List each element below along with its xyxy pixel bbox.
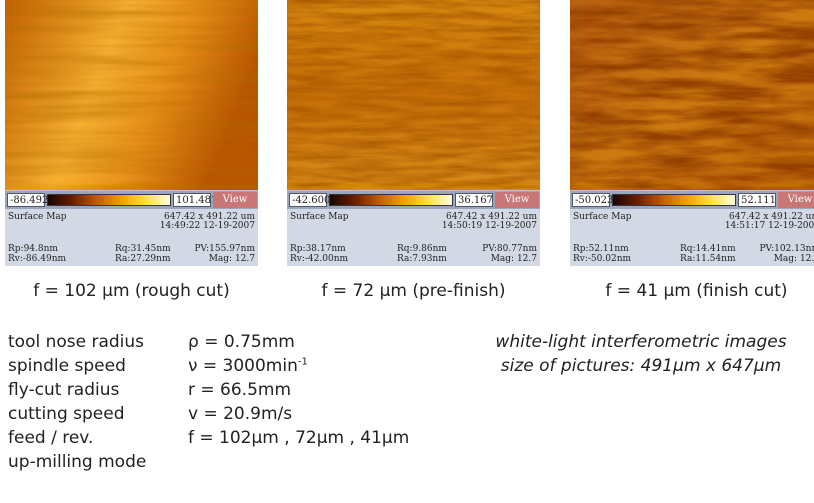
stat: Rp:38.17nm bbox=[290, 244, 346, 254]
parameter-value: v = 20.9m/s bbox=[188, 404, 292, 424]
max-value: 52.111 bbox=[738, 193, 776, 207]
note: white-light interferometric images bbox=[468, 332, 814, 352]
min-value: -42.600 bbox=[289, 193, 327, 207]
gradient bbox=[329, 194, 453, 206]
min-value: -50.023 bbox=[572, 193, 610, 207]
view-button[interactable]: View bbox=[213, 192, 257, 208]
parameter-label: up-milling mode bbox=[8, 452, 146, 472]
parameter-label: feed / rev. bbox=[8, 428, 93, 448]
page: -86.492101.481ViewSurface Map647.42 x 49… bbox=[0, 0, 814, 503]
parameter-label: cutting speed bbox=[8, 404, 125, 424]
gradient bbox=[612, 194, 736, 206]
superscript: -1 bbox=[298, 356, 308, 367]
stat: Ra:7.93nm bbox=[397, 254, 447, 264]
stat: Rq:31.45nm bbox=[115, 244, 171, 254]
caption: f = 41 µm (finish cut) bbox=[570, 281, 814, 301]
max-value: 101.481 bbox=[173, 193, 211, 207]
stat: Ra:11.54nm bbox=[680, 254, 735, 264]
min-value: -86.492 bbox=[7, 193, 45, 207]
parameter-value: r = 66.5mm bbox=[188, 380, 291, 400]
stat: Rv:-42.00nm bbox=[290, 254, 348, 264]
timestamp: 14:49:22 12-19-2007 bbox=[160, 221, 255, 231]
parameter-label: tool nose radius bbox=[8, 332, 144, 352]
stat: PV:155.97nm bbox=[194, 244, 255, 254]
stat: Rp:94.8nm bbox=[8, 244, 58, 254]
timestamp: 14:50:19 12-19-2007 bbox=[442, 221, 537, 231]
stat: Rq:9.86nm bbox=[397, 244, 447, 254]
parameter-value: ν = 3000min-1 bbox=[188, 356, 308, 376]
parameter-label: fly-cut radius bbox=[8, 380, 119, 400]
stat: Rq:14.41nm bbox=[680, 244, 736, 254]
stat: Rv:-86.49nm bbox=[8, 254, 66, 264]
gradient bbox=[47, 194, 171, 206]
map-title: Surface Map bbox=[290, 212, 349, 222]
parameter-value: f = 102µm , 72µm , 41µm bbox=[188, 428, 409, 448]
map-title: Surface Map bbox=[573, 212, 632, 222]
stat: Mag: 12.7 bbox=[491, 254, 537, 264]
stat: PV:102.13nm bbox=[759, 244, 814, 254]
caption: f = 102 µm (rough cut) bbox=[5, 281, 258, 301]
map-title: Surface Map bbox=[8, 212, 67, 222]
stat: Rp:52.11nm bbox=[573, 244, 629, 254]
stat: Mag: 12.7 bbox=[774, 254, 814, 264]
parameter-label: spindle speed bbox=[8, 356, 126, 376]
view-button[interactable]: View bbox=[495, 192, 539, 208]
stat: Mag: 12.7 bbox=[209, 254, 255, 264]
surface-image bbox=[287, 0, 540, 190]
timestamp: 14:51:17 12-19-2007 bbox=[725, 221, 814, 231]
caption: f = 72 µm (pre-finish) bbox=[287, 281, 540, 301]
note: size of pictures: 491µm x 647µm bbox=[468, 356, 814, 376]
stat: Rv:-50.02nm bbox=[573, 254, 631, 264]
view-button[interactable]: View bbox=[778, 192, 814, 208]
parameter-value: ρ = 0.75mm bbox=[188, 332, 295, 352]
max-value: 36.167 bbox=[455, 193, 493, 207]
stat: Ra:27.29nm bbox=[115, 254, 170, 264]
stat: PV:80.77nm bbox=[482, 244, 537, 254]
surface-image bbox=[570, 0, 814, 190]
surface-image bbox=[5, 0, 258, 190]
